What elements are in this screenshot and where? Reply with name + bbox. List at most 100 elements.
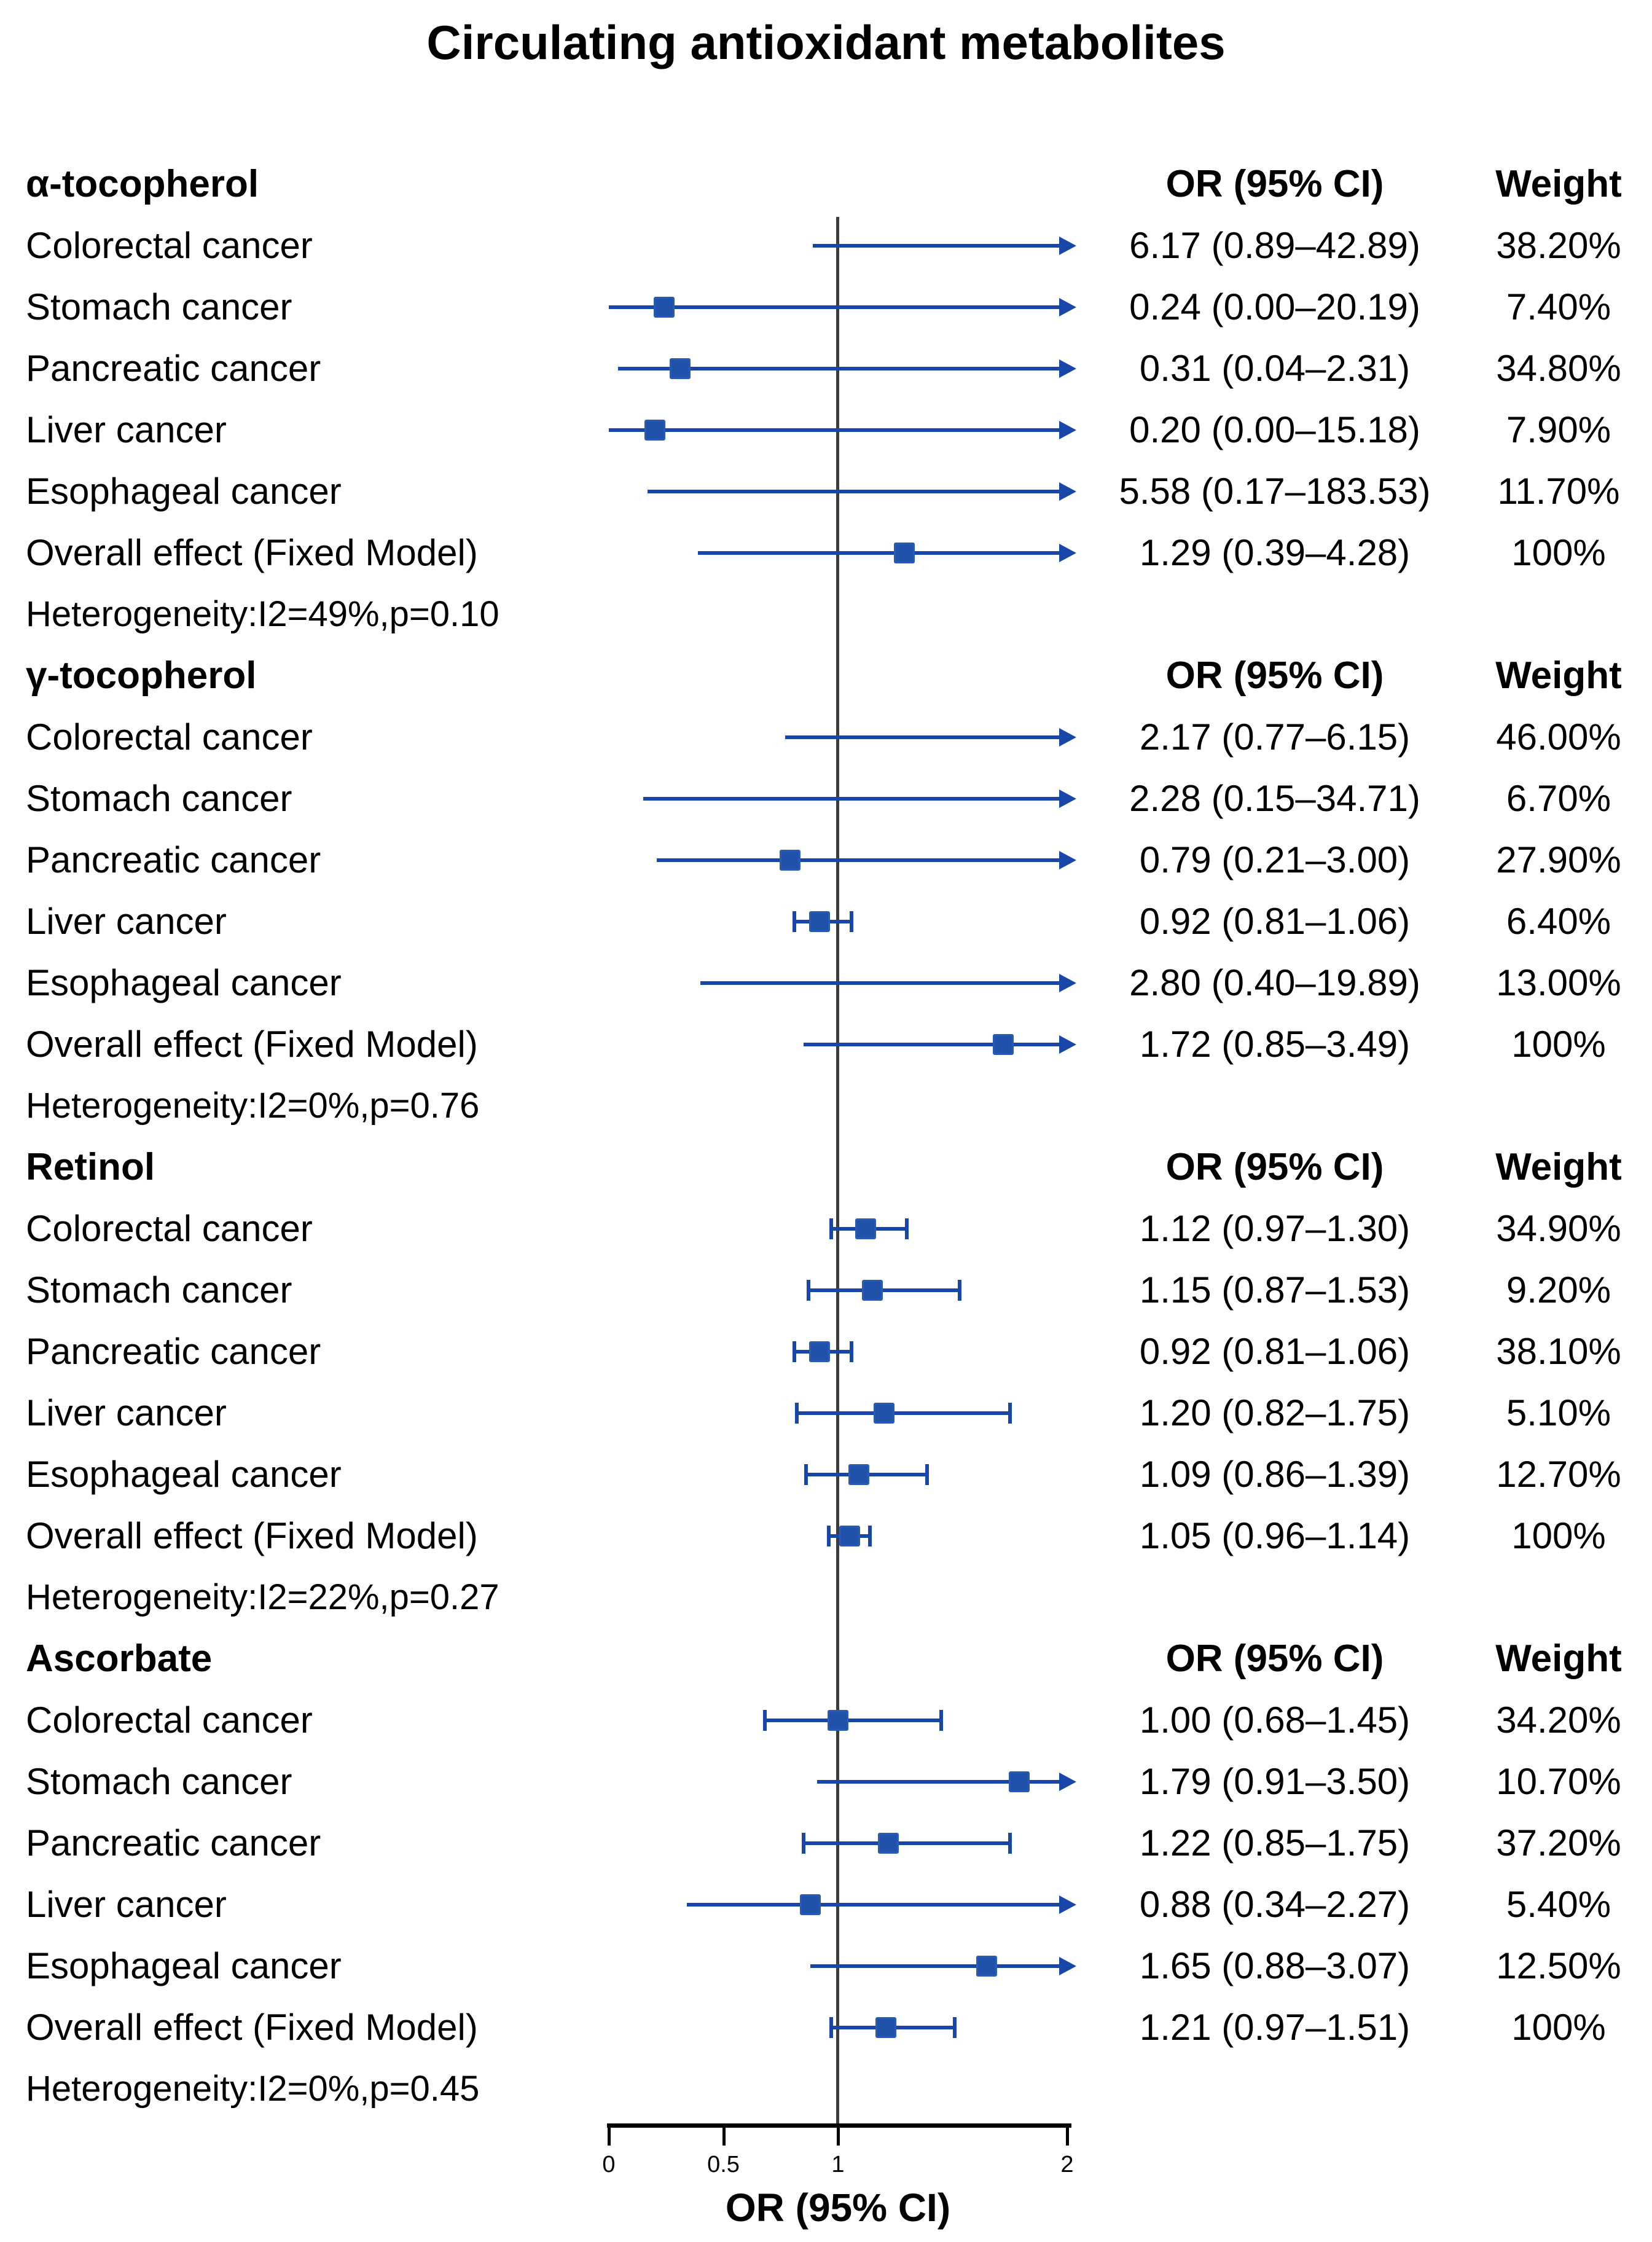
weight-value: 100% — [1511, 532, 1606, 573]
weight-value: 27.90% — [1496, 839, 1621, 880]
or-point-marker — [992, 1034, 1014, 1055]
or-point-marker — [669, 358, 691, 379]
weight-value: 34.80% — [1496, 348, 1621, 389]
ci-upper-cap — [953, 2017, 957, 2038]
right-arrow-icon — [1059, 237, 1076, 255]
confidence-interval-line — [804, 1043, 1059, 1046]
study-label: Overall effect (Fixed Model) — [26, 2007, 478, 2048]
heterogeneity-row: Heterogeneity:I2=0%,p=0.45 — [0, 2058, 1652, 2120]
or-ci-value: 1.29 (0.39–4.28) — [1139, 532, 1411, 573]
weight-column-header: Weight — [1495, 1146, 1622, 1188]
section-title: γ-tocopherol — [26, 654, 257, 697]
ci-lower-cap — [794, 1403, 799, 1424]
right-arrow-icon — [1059, 421, 1076, 439]
confidence-interval-line — [812, 244, 1059, 248]
ci-lower-cap — [829, 2017, 833, 2038]
weight-value: 34.90% — [1496, 1208, 1621, 1249]
confidence-interval-line — [796, 1411, 1010, 1415]
study-label: Colorectal cancer — [26, 1208, 313, 1249]
study-label: Stomach cancer — [26, 1269, 292, 1311]
or-point-marker — [644, 420, 665, 441]
right-arrow-icon — [1059, 359, 1076, 378]
study-label: Colorectal cancer — [26, 1699, 313, 1741]
confidence-interval-line — [643, 797, 1059, 801]
study-label: Esophageal cancer — [26, 471, 342, 512]
study-row: Overall effect (Fixed Model) 1.05 (0.96–1… — [0, 1505, 1652, 1567]
weight-value: 12.70% — [1496, 1454, 1621, 1495]
ci-upper-cap — [1008, 1403, 1012, 1424]
x-axis-tick — [1066, 2123, 1069, 2146]
weight-value: 5.10% — [1506, 1392, 1611, 1433]
section-header-row: α-tocopherol OR (95% CI) Weight — [0, 154, 1652, 215]
ci-upper-cap — [850, 911, 854, 932]
or-ci-value: 1.79 (0.91–3.50) — [1139, 1761, 1411, 1802]
study-row: Esophageal cancer 1.65 (0.88–3.07) 12.50% — [0, 1935, 1652, 1997]
study-label: Liver cancer — [26, 1884, 227, 1925]
confidence-interval-line — [700, 981, 1059, 985]
weight-value: 37.20% — [1496, 1822, 1621, 1864]
x-axis-tick-label: 1 — [831, 2152, 845, 2177]
weight-value: 46.00% — [1496, 716, 1621, 758]
right-arrow-icon — [1059, 790, 1076, 808]
confidence-interval-line — [617, 367, 1059, 370]
or-ci-value: 1.72 (0.85–3.49) — [1139, 1024, 1411, 1065]
heterogeneity-row: Heterogeneity:I2=0%,p=0.76 — [0, 1075, 1652, 1137]
section-header-row: Retinol OR (95% CI) Weight — [0, 1137, 1652, 1198]
figure-title: Circulating antioxidant metabolites — [426, 15, 1226, 69]
study-row: Liver cancer 1.20 (0.82–1.75) 5.10% — [0, 1382, 1652, 1444]
or-point-marker — [976, 1956, 998, 1977]
study-row: Colorectal cancer 6.17 (0.89–42.89) 38.20% — [0, 215, 1652, 276]
x-axis-tick — [722, 2123, 726, 2146]
right-arrow-icon — [1059, 1957, 1076, 1975]
or-point-marker — [875, 2017, 897, 2038]
ci-upper-cap — [925, 1464, 930, 1485]
study-label: Pancreatic cancer — [26, 348, 321, 389]
weight-value: 7.40% — [1506, 286, 1611, 327]
or-ci-value: 1.00 (0.68–1.45) — [1139, 1699, 1411, 1741]
study-row: Pancreatic cancer 0.92 (0.81–1.06) 38.10% — [0, 1321, 1652, 1382]
or-ci-value: 2.28 (0.15–34.71) — [1129, 778, 1420, 819]
right-arrow-icon — [1059, 1895, 1076, 1914]
reference-line-or-1 — [836, 217, 839, 2123]
confidence-interval-line — [764, 1719, 941, 1722]
or-ci-value: 2.17 (0.77–6.15) — [1139, 716, 1411, 758]
or-point-marker — [800, 1894, 821, 1915]
study-row: Liver cancer 0.20 (0.00–15.18) 7.90% — [0, 399, 1652, 461]
confidence-interval-line — [657, 858, 1059, 862]
weight-value: 100% — [1511, 1515, 1606, 1556]
study-row: Esophageal cancer 2.80 (0.40–19.89) 13.00% — [0, 952, 1652, 1014]
section-title: Retinol — [26, 1146, 155, 1188]
weight-value: 13.00% — [1496, 962, 1621, 1003]
confidence-interval-line — [686, 1903, 1059, 1907]
right-arrow-icon — [1059, 728, 1076, 747]
right-arrow-icon — [1059, 851, 1076, 869]
or-point-marker — [809, 1341, 831, 1362]
study-row: Overall effect (Fixed Model) 1.21 (0.97–1… — [0, 1997, 1652, 2058]
study-label: Overall effect (Fixed Model) — [26, 532, 478, 573]
right-arrow-icon — [1059, 544, 1076, 562]
section-title: Ascorbate — [26, 1637, 213, 1680]
weight-value: 38.10% — [1496, 1331, 1621, 1372]
confidence-interval-line — [810, 1964, 1059, 1968]
weight-column-header: Weight — [1495, 1637, 1622, 1680]
or-point-marker — [779, 850, 801, 871]
study-label: Stomach cancer — [26, 778, 292, 819]
or-ci-value: 1.21 (0.97–1.51) — [1139, 2007, 1411, 2048]
weight-value: 100% — [1511, 2007, 1606, 2048]
ci-lower-cap — [793, 1341, 797, 1362]
or-ci-column-header: OR (95% CI) — [1165, 654, 1384, 697]
x-axis-tick-label: 2 — [1060, 2152, 1074, 2177]
weight-value: 7.90% — [1506, 409, 1611, 450]
or-point-marker — [861, 1280, 883, 1301]
heterogeneity-text: Heterogeneity:I2=0%,p=0.76 — [26, 1086, 480, 1126]
or-point-marker — [1008, 1771, 1030, 1792]
confidence-interval-line — [609, 428, 1059, 432]
weight-value: 100% — [1511, 1024, 1606, 1065]
study-row: Liver cancer 0.92 (0.81–1.06) 6.40% — [0, 891, 1652, 952]
or-ci-value: 1.09 (0.86–1.39) — [1139, 1454, 1411, 1495]
study-label: Pancreatic cancer — [26, 1822, 321, 1864]
ci-lower-cap — [806, 1280, 810, 1301]
or-ci-value: 1.15 (0.87–1.53) — [1139, 1269, 1411, 1311]
